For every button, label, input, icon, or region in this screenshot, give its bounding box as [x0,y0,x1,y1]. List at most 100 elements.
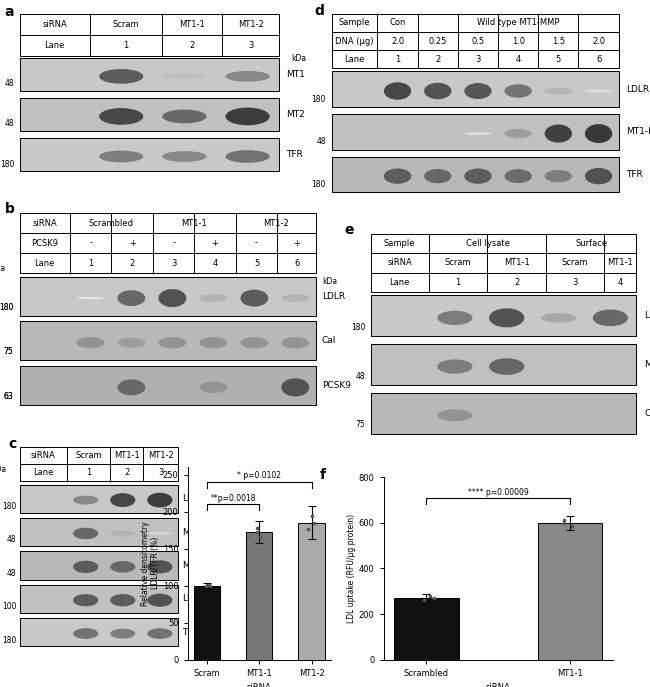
Ellipse shape [545,170,572,182]
Text: TFR: TFR [285,150,302,159]
Ellipse shape [200,294,227,302]
Text: MT1: MT1 [183,528,202,537]
Ellipse shape [281,337,309,348]
Point [255,531,265,542]
Text: 4: 4 [515,55,521,64]
Ellipse shape [118,337,146,348]
Bar [194,585,220,660]
Point [303,523,313,534]
Bar [538,523,602,660]
Ellipse shape [281,379,309,396]
Bar [332,114,619,150]
Bar [20,14,280,56]
Ellipse shape [162,109,207,123]
Point [566,520,577,531]
Text: 75: 75 [356,420,365,429]
Text: MT1-1: MT1-1 [181,218,207,227]
Text: f: f [319,469,326,482]
Text: TFR: TFR [183,628,199,637]
Text: kDa: kDa [322,277,338,286]
Text: 3: 3 [248,41,254,49]
Ellipse shape [384,82,411,100]
Ellipse shape [73,628,98,639]
Text: 3: 3 [171,259,176,268]
Bar [20,139,280,171]
Text: 48: 48 [316,137,326,146]
Ellipse shape [99,150,143,162]
Text: 2: 2 [129,259,135,268]
Text: 75: 75 [4,347,14,357]
Text: Scram: Scram [75,451,102,460]
Ellipse shape [147,594,172,607]
Point [425,591,436,602]
Text: b: b [5,202,14,216]
Ellipse shape [504,85,532,98]
Text: 75: 75 [4,347,14,357]
Point [201,581,211,592]
Text: LDLR: LDLR [322,292,345,301]
Text: TFR: TFR [626,170,643,179]
Point [429,593,439,604]
Text: 3: 3 [158,468,164,477]
Point [559,517,569,528]
Text: Con: Con [389,19,406,27]
Bar [20,484,178,513]
Ellipse shape [464,132,491,135]
Ellipse shape [200,382,227,393]
Ellipse shape [73,561,98,573]
Point [559,515,569,526]
Text: 63: 63 [4,392,14,401]
Ellipse shape [437,409,473,421]
Text: kDa: kDa [291,54,306,63]
Text: 4: 4 [618,278,623,286]
Ellipse shape [437,359,473,374]
Text: 2: 2 [435,55,441,64]
Bar [20,585,178,613]
Bar [394,598,458,660]
Bar [370,393,636,433]
Ellipse shape [545,87,572,95]
Ellipse shape [240,290,268,306]
Ellipse shape [437,311,473,325]
Text: 180: 180 [0,159,14,168]
Text: MT2: MT2 [285,111,304,120]
Bar [20,98,280,131]
Text: 2.0: 2.0 [391,36,404,45]
Text: MT1: MT1 [644,360,650,369]
Ellipse shape [110,594,135,607]
Ellipse shape [110,561,135,572]
Text: LRP-1: LRP-1 [183,594,208,603]
Ellipse shape [585,168,612,184]
Ellipse shape [110,530,135,537]
Ellipse shape [504,129,532,138]
Text: 6: 6 [596,55,601,64]
Point [309,517,319,528]
Bar [20,518,178,546]
Text: siRNA: siRNA [32,218,57,227]
Text: 180: 180 [311,95,326,104]
Text: 180: 180 [0,302,14,312]
Text: LDLR: LDLR [183,494,205,503]
Text: 48: 48 [6,569,16,578]
Text: 5: 5 [556,55,561,64]
Text: Scram: Scram [445,258,471,267]
Point [205,580,216,591]
Ellipse shape [424,169,451,183]
Text: PCSK9: PCSK9 [31,238,58,247]
Text: 180: 180 [0,302,14,312]
Ellipse shape [73,594,98,607]
Text: 2: 2 [190,41,195,49]
Ellipse shape [226,150,270,163]
Ellipse shape [226,108,270,125]
Ellipse shape [118,379,146,395]
Ellipse shape [464,83,491,99]
Text: a: a [4,5,14,19]
Text: 2.0: 2.0 [592,36,605,45]
Text: 0.25: 0.25 [428,36,447,45]
Text: **p=0.0018: **p=0.0018 [211,494,256,503]
Text: Lane: Lane [33,468,53,477]
Ellipse shape [162,151,207,162]
Bar [20,618,178,646]
Text: 1: 1 [456,278,461,286]
Bar [370,344,636,385]
